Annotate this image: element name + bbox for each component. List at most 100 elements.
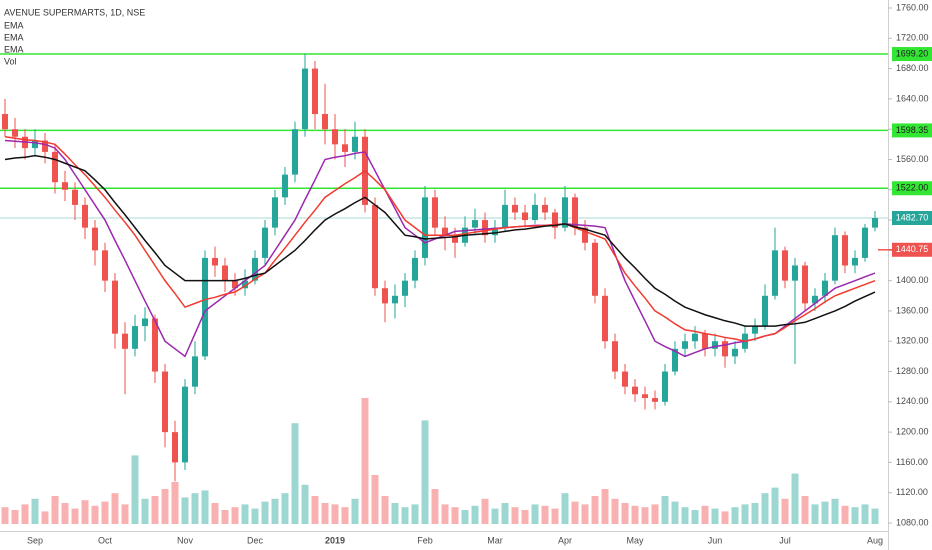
volume-bar [161, 489, 169, 524]
x-tick-label: Apr [558, 535, 572, 545]
volume-bar [11, 510, 19, 524]
volume-bar [61, 503, 69, 524]
volume-bar [291, 423, 299, 524]
volume-bar [811, 504, 819, 524]
y-tick-label: 1320.00 [896, 336, 929, 346]
candle-body [552, 212, 558, 228]
candle-body [752, 326, 758, 334]
ema-line [4, 136, 876, 343]
candle-body [482, 220, 488, 236]
price-mark-box [892, 211, 932, 226]
y-tick-label: 1560.00 [896, 154, 929, 164]
volume-bar [601, 489, 609, 524]
volume-bar [571, 501, 579, 524]
volume-bar [241, 504, 249, 524]
candle-body [852, 257, 858, 266]
candle-body [122, 333, 128, 349]
volume-bar [141, 498, 149, 524]
volume-bar [41, 511, 49, 524]
candle-body [572, 197, 578, 228]
ema-line [4, 154, 876, 327]
volume-bar [841, 505, 849, 524]
x-tick-label: Aug [867, 535, 883, 545]
volume-bar [551, 508, 559, 524]
candle-body [132, 326, 138, 349]
candle-body [212, 257, 218, 266]
volume-bar [871, 508, 879, 524]
candle-body [792, 265, 798, 281]
candle-body [242, 280, 248, 289]
candle-body [222, 265, 228, 281]
volume-bar [251, 508, 259, 524]
volume-bar [671, 501, 679, 524]
volume-bar [661, 496, 669, 524]
candle-body [342, 144, 348, 152]
x-tick-label: May [626, 535, 644, 545]
candle-body [422, 197, 428, 258]
volume-bar [381, 496, 389, 524]
volume-bar [701, 505, 709, 524]
volume-bar [731, 507, 739, 524]
candle-body [432, 197, 438, 228]
volume-bar [691, 510, 699, 524]
candle-body [612, 341, 618, 372]
candle-body [822, 280, 828, 296]
candle-body [602, 295, 608, 342]
volume-bar [561, 493, 569, 524]
volume-bar [531, 504, 539, 524]
volume-bar [111, 493, 119, 524]
candle-body [232, 280, 238, 289]
volume-bar [51, 496, 59, 524]
volume-bar [331, 504, 339, 524]
volume-bar [1, 507, 9, 524]
candle-body [492, 227, 498, 236]
volume-bar [301, 484, 309, 524]
volume-bar [511, 507, 519, 524]
y-tick-label: 1120.00 [896, 487, 928, 497]
volume-bar [721, 511, 729, 524]
candle-body [692, 333, 698, 342]
y-tick-label: 1200.00 [896, 426, 929, 436]
candle-body [402, 280, 408, 296]
candle-body [332, 129, 338, 145]
candle-body [62, 182, 68, 190]
candle-body [12, 129, 18, 137]
y-tick-label: 1280.00 [896, 366, 929, 376]
volume-bar [831, 498, 839, 524]
volume-bar [631, 505, 639, 524]
volume-bar [411, 504, 419, 524]
volume-bar [351, 498, 359, 524]
volume-bar [271, 498, 279, 524]
volume-bar [641, 507, 649, 524]
volume-bar [361, 398, 369, 524]
y-tick-label: 1400.00 [896, 275, 929, 285]
price-mark-label: 1482.70 [896, 212, 929, 222]
candle-body [2, 114, 8, 130]
volume-bar [681, 507, 689, 524]
candle-body [502, 204, 508, 228]
x-tick-label: Dec [247, 535, 264, 545]
volume-bar [321, 503, 329, 524]
volume-bar [621, 503, 629, 524]
volume-bar [611, 498, 619, 524]
volume-bar [171, 482, 179, 524]
candle-body [832, 235, 838, 281]
volume-bar [181, 497, 189, 524]
volume-bar [201, 490, 209, 524]
volume-bar [81, 500, 89, 524]
volume-bar [741, 504, 749, 524]
x-tick-label: Jun [708, 535, 723, 545]
candle-body [872, 218, 878, 228]
candle-body [282, 174, 288, 198]
candle-body [772, 250, 778, 296]
candle-body [42, 140, 48, 152]
level-label: 1699.20 [896, 48, 929, 58]
volume-bar [801, 496, 809, 524]
candle-body [762, 295, 768, 327]
candle-body [542, 204, 548, 213]
candle-body [102, 250, 108, 281]
volume-bar [191, 493, 199, 524]
volume-bar [791, 473, 799, 524]
y-tick-label: 1080.00 [896, 517, 929, 527]
volume-bar [481, 498, 489, 524]
